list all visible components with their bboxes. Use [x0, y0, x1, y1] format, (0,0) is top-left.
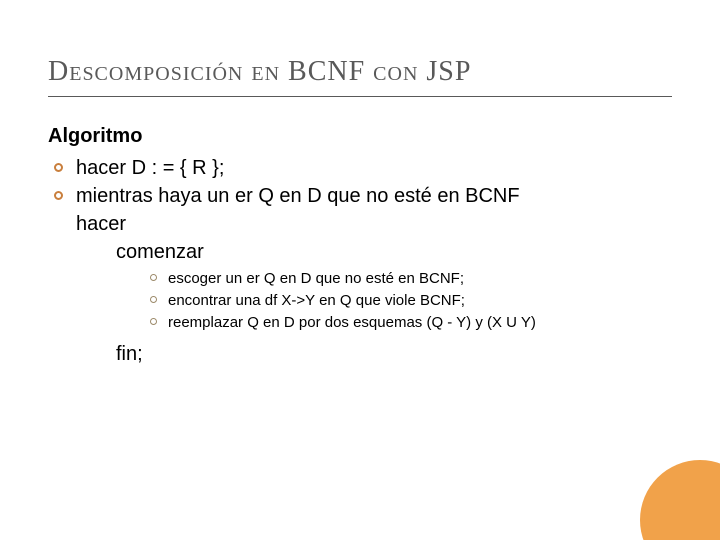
inner-text: encontrar una df X->Y en Q que viole BCN… — [168, 292, 465, 309]
subtitle-algoritmo: Algoritmo — [48, 125, 672, 148]
inner-item: escoger un er Q en D que no esté en BCNF… — [148, 268, 672, 290]
bullet-item: mientras haya un er Q en D que no esté e… — [48, 182, 672, 210]
inner-text: escoger un er Q en D que no esté en BCNF… — [168, 270, 464, 287]
accent-circle-icon — [640, 460, 720, 540]
outer-bullet-list: hacer D : = { R }; mientras haya un er Q… — [48, 154, 672, 210]
inner-bullet-list: escoger un er Q en D que no esté en BCNF… — [48, 268, 672, 333]
line-hacer: hacer — [48, 210, 672, 238]
bullet-text: hacer D : = { R }; — [76, 157, 224, 179]
slide-title: Descomposición en BCNF con JSP — [48, 56, 672, 97]
line-comenzar: comenzar — [48, 238, 672, 266]
inner-item: encontrar una df X->Y en Q que viole BCN… — [148, 290, 672, 312]
line-fin: fin; — [48, 343, 672, 366]
bullet-text: mientras haya un er Q en D que no esté e… — [76, 185, 520, 207]
inner-item: reemplazar Q en D por dos esquemas (Q - … — [148, 312, 672, 334]
bullet-item: hacer D : = { R }; — [48, 154, 672, 182]
inner-text: reemplazar Q en D por dos esquemas (Q - … — [168, 314, 536, 331]
slide: Descomposición en BCNF con JSP Algoritmo… — [0, 0, 720, 540]
